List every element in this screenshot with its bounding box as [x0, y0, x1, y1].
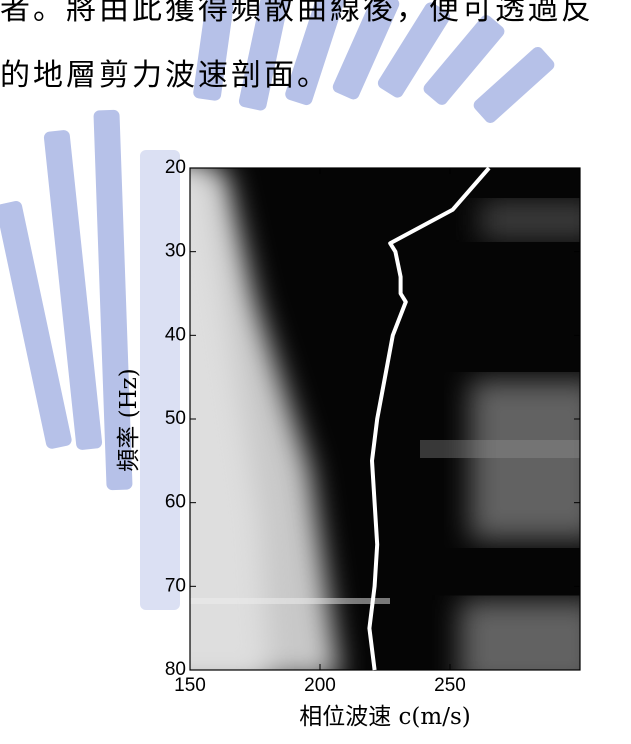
y-tick-label: 40 — [165, 324, 186, 345]
x-tick-label: 200 — [304, 675, 336, 696]
y-tick-label: 20 — [165, 157, 186, 178]
dispersion-image — [190, 168, 580, 670]
dispersion-curve — [367, 166, 491, 671]
body-text-line: 者。將由此獲得頻散曲線後，便可透過反 — [0, 0, 594, 27]
x-axis-label: 相位波速 c(m/s) — [299, 704, 471, 730]
x-tick-label: 150 — [174, 675, 206, 696]
y-tick-label: 70 — [165, 575, 186, 596]
y-tick-label: 60 — [165, 492, 186, 513]
y-tick-label: 30 — [165, 241, 186, 262]
y-tick-label: 50 — [165, 408, 186, 429]
y-axis-label: 頻率 (Hz) — [116, 368, 142, 471]
body-text-line: 的地層剪力波速剖面。 — [0, 58, 330, 93]
x-tick-label: 250 — [434, 675, 466, 696]
y-tick-label: 80 — [165, 659, 186, 680]
